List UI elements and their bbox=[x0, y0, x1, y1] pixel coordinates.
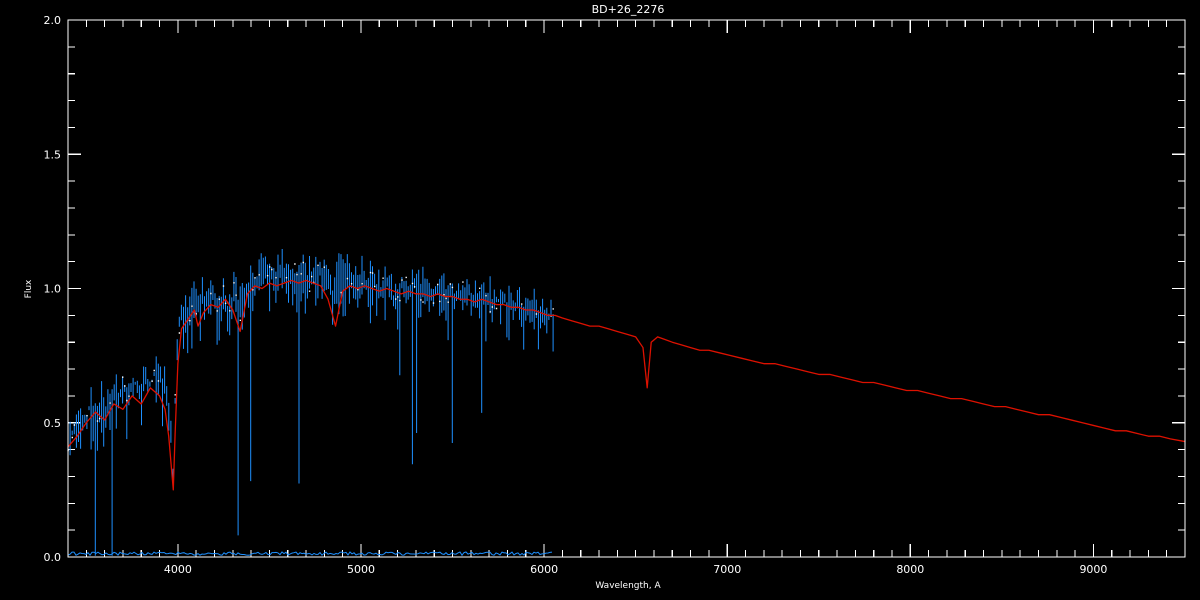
x-tick-label: 5000 bbox=[347, 563, 375, 576]
x-tick-label: 9000 bbox=[1079, 563, 1107, 576]
axis-tick-labels: 4000 5000 6000 7000 8000 9000 0.0 0.5 1.0 1.5 2.0 bbox=[44, 14, 1108, 576]
model-spectrum-line bbox=[67, 279, 1186, 491]
chart-title: BD+26_2276 bbox=[592, 3, 665, 16]
error-spectrum-line bbox=[67, 551, 553, 557]
x-tick-label: 4000 bbox=[164, 563, 192, 576]
y-tick-label: 0.0 bbox=[44, 551, 62, 564]
y-axis-label: Flux bbox=[24, 279, 34, 298]
y-tick-label: 0.5 bbox=[44, 417, 62, 430]
x-tick-label: 8000 bbox=[896, 563, 924, 576]
y-tick-label: 2.0 bbox=[44, 14, 62, 27]
x-tick-label: 7000 bbox=[713, 563, 741, 576]
y-tick-label: 1.0 bbox=[44, 283, 62, 296]
x-axis-label: Wavelength, A bbox=[595, 581, 661, 591]
axis-frame bbox=[67, 19, 1186, 558]
y-tick-label: 1.5 bbox=[44, 148, 62, 161]
x-tick-label: 6000 bbox=[530, 563, 558, 576]
